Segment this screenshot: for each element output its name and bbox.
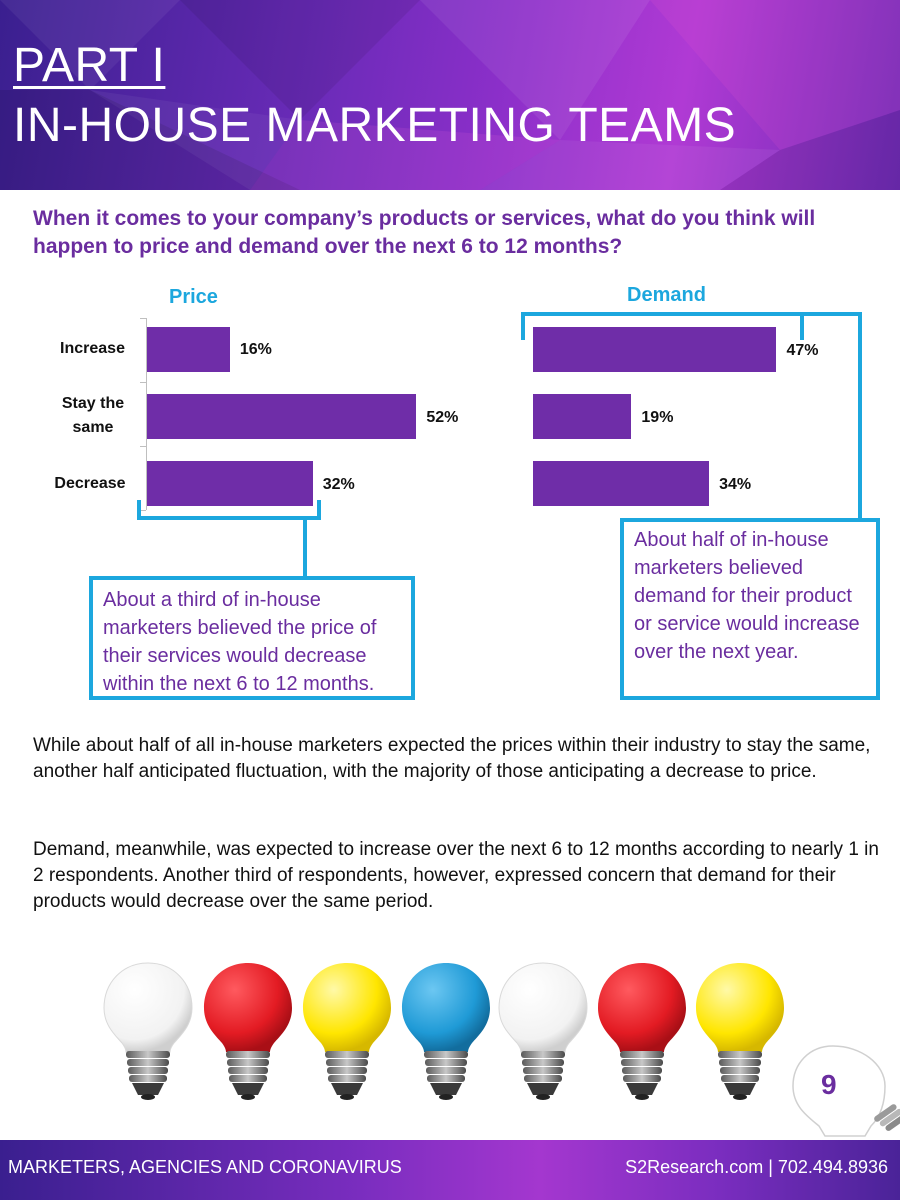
- demand-bar-increase: [533, 327, 777, 372]
- bulb-white-icon: [103, 962, 193, 1100]
- survey-question: When it comes to your company’s products…: [33, 207, 816, 258]
- price-chart-title: Price: [169, 286, 218, 308]
- bulb-yellow-icon: [303, 963, 391, 1100]
- price-axis-tick: [140, 446, 146, 447]
- price-category-increase: Increase: [60, 340, 125, 357]
- demand-value-decrease: 34%: [719, 476, 752, 493]
- part-label: PART I: [13, 39, 166, 92]
- demand-connector-top: [800, 312, 862, 316]
- demand-bracket-top: [521, 312, 804, 316]
- bulb-red-icon: [598, 963, 686, 1100]
- demand-bar-decrease: [533, 461, 710, 506]
- body-paragraph-demand: Demand, meanwhile, was expected to incre…: [33, 839, 879, 912]
- demand-bar-stay: [533, 394, 632, 439]
- price-value-decrease: 32%: [322, 476, 355, 493]
- price-category-stay: Stay the same: [61, 395, 125, 436]
- price-callout: About a third of in-house marketers beli…: [89, 576, 415, 700]
- price-bracket-right: [317, 500, 321, 520]
- footer-contact[interactable]: S2Research.com | 702.494.8936: [625, 1157, 888, 1177]
- polygon-background: [0, 0, 900, 190]
- header-banner: PART I IN-HOUSE MARKETING TEAMS: [0, 0, 900, 190]
- body-paragraph-price: While about half of all in-house markete…: [33, 735, 871, 782]
- price-axis: [146, 318, 147, 510]
- price-bar-decrease: [147, 461, 313, 506]
- demand-callout: About half of in-house marketers believe…: [620, 518, 880, 700]
- footer-report-title: MARKETERS, AGENCIES AND CORONAVIRUS: [8, 1157, 402, 1177]
- page-number-bulb-icon: [792, 1045, 900, 1137]
- light-bulbs-illustration: [103, 962, 784, 1100]
- price-axis-tick: [140, 318, 146, 319]
- price-bracket-bottom: [137, 516, 321, 520]
- price-value-stay: 52%: [426, 409, 459, 426]
- bulb-blue-icon: [402, 963, 490, 1100]
- bulb-white-icon: [498, 962, 588, 1100]
- page-title: IN-HOUSE MARKETING TEAMS: [13, 99, 737, 152]
- price-bar-stay: [147, 394, 417, 439]
- demand-bracket-left: [521, 312, 525, 340]
- price-axis-tick: [140, 510, 146, 511]
- demand-connector-down: [858, 312, 862, 522]
- price-value-increase: 16%: [239, 341, 272, 358]
- demand-value-increase: 47%: [786, 342, 819, 359]
- demand-chart-title: Demand: [627, 284, 706, 306]
- price-axis-tick: [140, 382, 146, 383]
- demand-bracket-right: [800, 312, 804, 340]
- bulb-yellow-icon: [696, 963, 784, 1100]
- bulb-red-icon: [204, 963, 292, 1100]
- price-bar-increase: [147, 327, 230, 372]
- footer-bar: MARKETERS, AGENCIES AND CORONAVIRUS S2Re…: [0, 1140, 900, 1200]
- page-number: 9: [821, 1069, 837, 1100]
- demand-value-stay: 19%: [641, 409, 674, 426]
- price-category-decrease: Decrease: [54, 475, 126, 492]
- price-bracket-left: [137, 500, 141, 520]
- price-connector: [303, 518, 307, 580]
